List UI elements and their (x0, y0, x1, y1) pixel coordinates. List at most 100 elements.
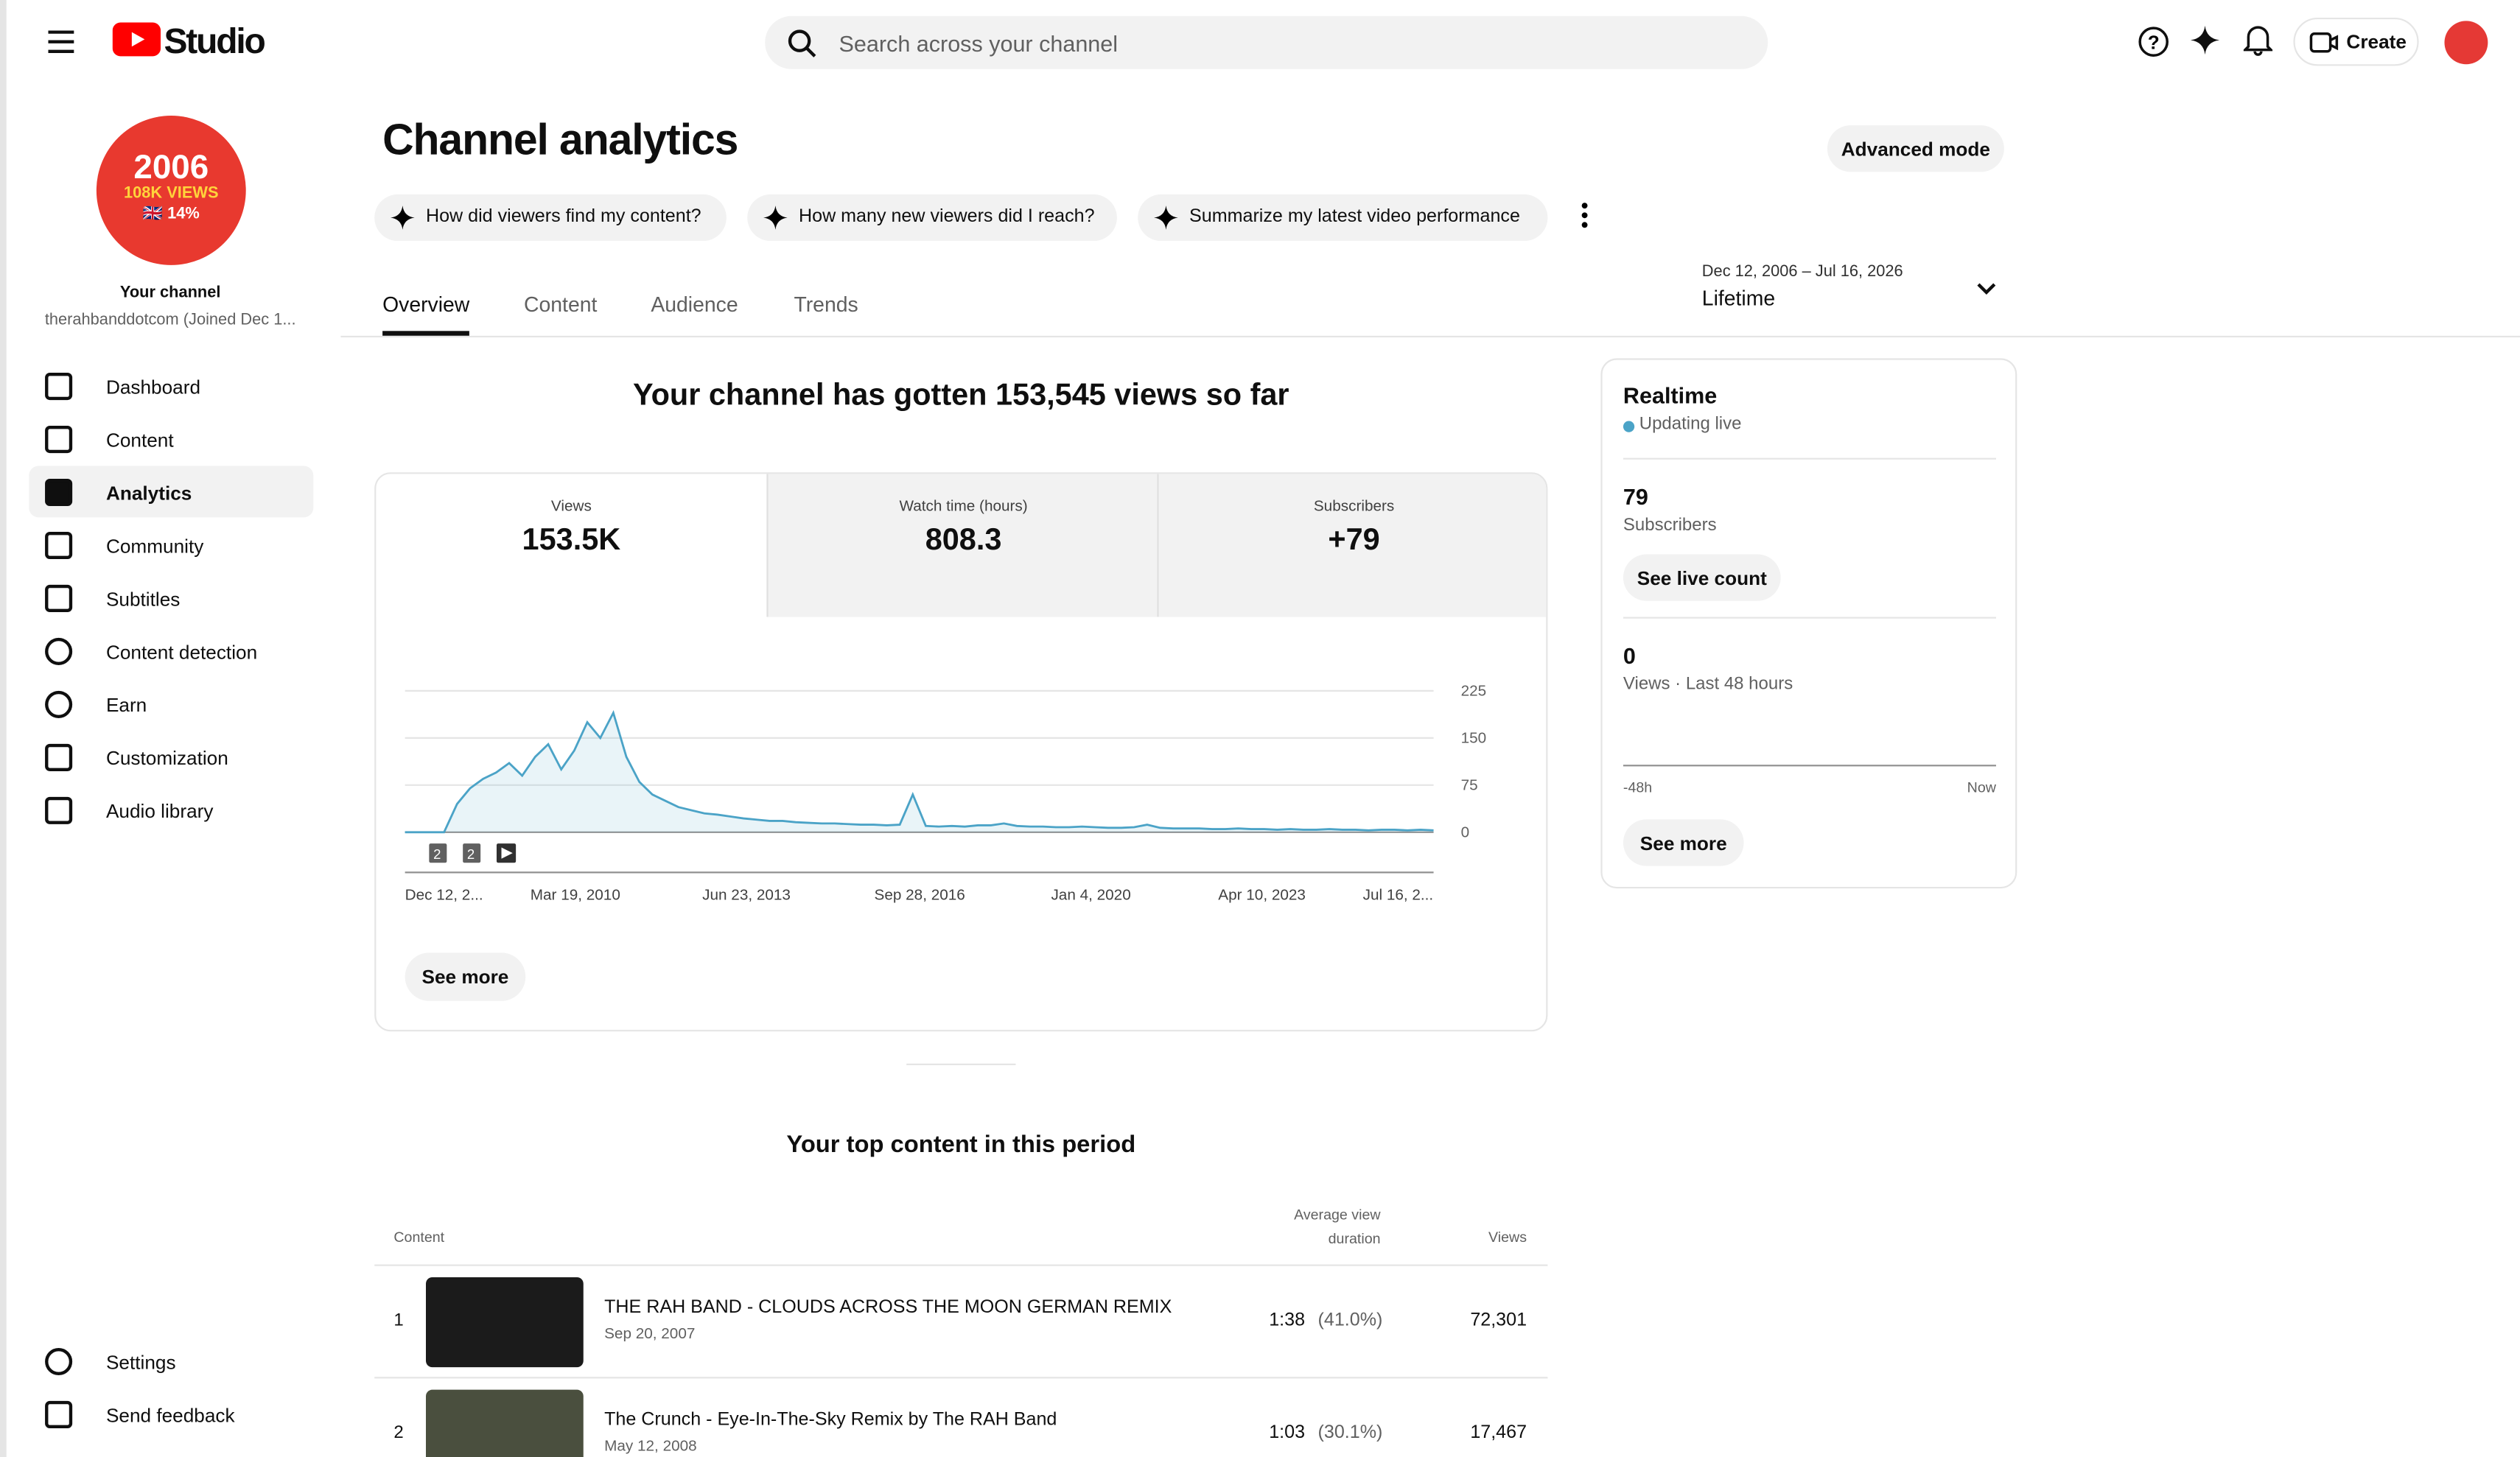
dropdown-icon[interactable] (1975, 281, 1998, 298)
create-button[interactable]: Create (2293, 17, 2419, 66)
metric-value: +79 (1328, 524, 1380, 558)
video-title[interactable]: The Crunch - Eye-In-The-Sky Remix by The… (604, 1411, 1057, 1430)
more-icon[interactable] (1580, 203, 1589, 228)
duration-percent: (41.0%) (1317, 1310, 1383, 1330)
views: 72,301 (1470, 1310, 1527, 1330)
nav-item[interactable]: Analytics (105, 482, 192, 505)
nav-icon (45, 425, 73, 454)
nav-item[interactable]: Earn (105, 694, 147, 717)
sparkle-icon (1154, 206, 1178, 230)
nav-item[interactable]: Settings (105, 1351, 176, 1374)
nav-icon (45, 743, 73, 771)
nav-icon (45, 584, 73, 613)
prompt-chip[interactable]: How many new viewers did I reach? (747, 194, 1117, 242)
video-date: Sep 20, 2007 (604, 1325, 696, 1344)
account-avatar[interactable] (2444, 21, 2488, 65)
event-marker (429, 843, 447, 863)
metric-value: 153.5K (522, 524, 621, 558)
nav-item[interactable]: Community (105, 535, 204, 558)
see-more-button[interactable]: See more (405, 952, 526, 1001)
nav-icon (45, 373, 73, 401)
channel-avatar[interactable]: 2006 108K VIEWS 🇬🇧 14% (96, 116, 246, 265)
x-tick-label: Apr 10, 2023 (1218, 886, 1306, 903)
column-header: Views (1488, 1229, 1527, 1246)
channel-name: therahbanddotcom (Joined Dec 1... (44, 312, 296, 330)
nav-item[interactable]: Send feedback (105, 1404, 235, 1427)
advanced-mode-button[interactable]: Advanced mode (1827, 125, 2004, 172)
divider (906, 1063, 1016, 1066)
nav-item[interactable]: Subtitles (105, 588, 181, 611)
x-tick-label: Jul 16, 2... (1363, 886, 1434, 903)
divider (1623, 457, 1996, 460)
video-title[interactable]: THE RAH BAND - CLOUDS ACROSS THE MOON GE… (604, 1298, 1172, 1318)
realtime-title: Realtime (1623, 382, 1718, 409)
tab[interactable]: Content (524, 292, 598, 317)
live-count-button[interactable]: See live count (1623, 554, 1781, 601)
date-range: Dec 12, 2006 – Jul 16, 2026 (1701, 263, 1903, 281)
sparkle-icon (391, 206, 415, 230)
axis-start: -48h (1623, 779, 1653, 796)
video-date: May 12, 2008 (604, 1438, 697, 1456)
period[interactable]: Lifetime (1701, 286, 1776, 310)
event-marker (463, 843, 481, 863)
x-tick-label: Dec 12, 2... (405, 886, 483, 903)
prompt-text: How did viewers find my content? (425, 207, 701, 227)
nav-icon (45, 637, 73, 665)
metric-label: Subscribers (1313, 498, 1395, 516)
search-placeholder: Search across your channel (839, 30, 1119, 57)
thumbnail[interactable] (425, 1277, 584, 1368)
metric-tab[interactable]: Watch time (hours) 808.3 (766, 474, 1159, 617)
search-bar[interactable]: Search across your channel (765, 15, 1768, 69)
nav-item[interactable]: Content (105, 429, 174, 452)
divider (340, 335, 2520, 338)
x-tick-label: Jun 23, 2013 (702, 886, 791, 903)
thumbnail[interactable] (425, 1389, 584, 1457)
sparkle-icon (763, 206, 788, 230)
nav-item[interactable]: Audio library (105, 800, 214, 823)
avatar-text: 2006 (133, 149, 209, 187)
tab[interactable]: Audience (651, 292, 738, 317)
sparkle-icon[interactable] (2190, 25, 2220, 55)
nav-item[interactable]: Dashboard (105, 376, 201, 399)
duration: 1:38 (1269, 1310, 1306, 1330)
line (405, 709, 1434, 834)
row-divider (374, 1264, 1548, 1266)
your-channel: Your channel (119, 284, 221, 303)
nav-item[interactable]: Customization (105, 747, 228, 770)
prompt-chip[interactable]: Summarize my latest video performance (1138, 194, 1548, 242)
realtime-status: Updating live (1639, 414, 1742, 434)
realtime-views: 0 (1623, 642, 1636, 669)
realtime-views-label: Views · Last 48 hours (1623, 675, 1793, 695)
prompt-chip[interactable]: How did viewers find my content? (374, 194, 727, 242)
live-dot (1623, 421, 1635, 432)
y-tick-label: 75 (1461, 776, 1478, 793)
metric-label: Views (550, 498, 592, 516)
metric-value: 808.3 (925, 524, 1002, 558)
subscriber-count: 79 (1623, 483, 1648, 510)
youtube-logo[interactable] (112, 22, 161, 58)
chart-card: Views 153.5K Watch time (hours) 808.3 Subscr… (374, 472, 1548, 1032)
tab[interactable]: Overview (382, 292, 470, 317)
avatar-text: 🇬🇧 14% (142, 206, 200, 224)
search-icon (788, 29, 816, 57)
tab[interactable]: Trends (794, 292, 858, 317)
nav-icon (45, 1400, 73, 1429)
realtime-axis (1623, 765, 1996, 767)
metric-tab[interactable]: Views 153.5K (376, 474, 767, 617)
axis-end: Now (1967, 779, 1996, 796)
bell-icon[interactable] (2243, 24, 2273, 57)
x-tick-label: Jan 4, 2020 (1051, 886, 1130, 903)
event-marker-label: 2 (467, 846, 475, 862)
y-tick-label: 225 (1461, 682, 1487, 699)
nav-icon (45, 1347, 73, 1376)
menu-icon[interactable] (48, 29, 77, 55)
views-chart: 0 75 150 225 Dec 12, 2... Mar 19, 2010 Jun 23,… (405, 682, 1487, 903)
metric-tab[interactable]: Subscribers +79 (1157, 474, 1547, 617)
nav-item[interactable]: Content detection (105, 641, 258, 664)
headline: Your channel has gotten 153,545 views so… (633, 379, 1289, 413)
metric-label: Watch time (hours) (899, 498, 1028, 516)
help-icon[interactable]: ? (2138, 26, 2170, 58)
see-more-button[interactable]: See more (1623, 819, 1744, 866)
subscriber-label: Subscribers (1623, 516, 1717, 536)
